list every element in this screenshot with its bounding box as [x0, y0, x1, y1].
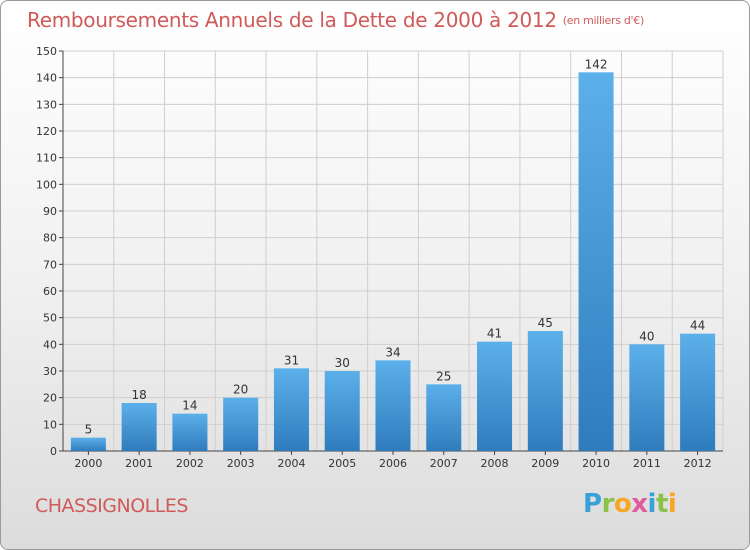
y-tick-label: 100 [36, 178, 57, 191]
bar [527, 331, 563, 451]
bar [273, 368, 309, 451]
title-text: Remboursements Annuels de la Dette de 20… [27, 8, 557, 32]
y-tick-label: 130 [36, 98, 57, 111]
chart-subtitle: (en milliers d'€) [562, 14, 644, 27]
logo-letter: i [647, 489, 657, 519]
x-tick-label: 2007 [430, 457, 458, 470]
y-tick-label: 110 [36, 152, 57, 165]
x-tick-label: 2000 [74, 457, 102, 470]
x-tick-label: 2008 [481, 457, 509, 470]
x-tick-label: 2009 [531, 457, 559, 470]
data-label: 5 [85, 423, 93, 437]
logo-letter: r [601, 489, 615, 519]
y-tick-label: 120 [36, 125, 57, 138]
logo-letter: P [583, 489, 602, 519]
y-tick-label: 20 [43, 392, 57, 405]
logo-letter: t [655, 489, 668, 519]
bar [70, 437, 106, 451]
logo-letter: o [613, 489, 632, 519]
bar [426, 384, 462, 451]
data-label: 41 [487, 327, 502, 341]
y-tick-label: 40 [43, 338, 57, 351]
y-tick-label: 10 [43, 418, 57, 431]
bar [680, 333, 716, 451]
x-tick-label: 2001 [125, 457, 153, 470]
bar [578, 72, 614, 451]
bar [121, 403, 157, 451]
bar [477, 341, 513, 451]
x-tick-label: 2006 [379, 457, 407, 470]
x-tick-label: 2010 [582, 457, 610, 470]
x-tick-label: 2003 [227, 457, 255, 470]
bar [172, 413, 208, 451]
bar [375, 360, 411, 451]
y-tick-label: 60 [43, 285, 57, 298]
labels: 5 18 14 20 31 30 34 25 41 45 142 40 44 [85, 57, 706, 436]
y-tick-label: 140 [36, 72, 57, 85]
y-tick-label: 70 [43, 258, 57, 271]
bar [629, 344, 665, 451]
data-label: 45 [538, 316, 553, 330]
y-tick-label: 30 [43, 365, 57, 378]
chart-title: Remboursements Annuels de la Dette de 20… [27, 8, 644, 32]
x-tick-label: 2011 [633, 457, 661, 470]
y-tick-label: 50 [43, 312, 57, 325]
data-label: 34 [385, 345, 400, 359]
data-label: 142 [585, 57, 608, 71]
x-tick-label: 2005 [328, 457, 356, 470]
x-tick-label: 2002 [176, 457, 204, 470]
logo-letter: i [667, 489, 677, 519]
y-tick-label: 80 [43, 232, 57, 245]
data-label: 20 [233, 383, 248, 397]
logo-letter: x [631, 489, 648, 519]
data-label: 44 [690, 319, 705, 333]
bar [324, 371, 360, 451]
x-tick-label: 2004 [277, 457, 305, 470]
data-label: 25 [436, 369, 451, 383]
data-label: 31 [284, 353, 299, 367]
y-tick-label: 90 [43, 205, 57, 218]
data-label: 40 [639, 329, 654, 343]
bar [223, 397, 259, 451]
data-label: 14 [182, 399, 197, 413]
proxiti-logo[interactable]: Proxiti [583, 489, 677, 519]
bars [70, 72, 716, 451]
data-label: 30 [335, 356, 350, 370]
x-tick-label: 2012 [684, 457, 712, 470]
y-tick-label: 0 [50, 445, 57, 458]
data-label: 18 [132, 388, 147, 402]
y-tick-label: 150 [36, 45, 57, 58]
commune-name: CHASSIGNOLLES [35, 495, 188, 517]
